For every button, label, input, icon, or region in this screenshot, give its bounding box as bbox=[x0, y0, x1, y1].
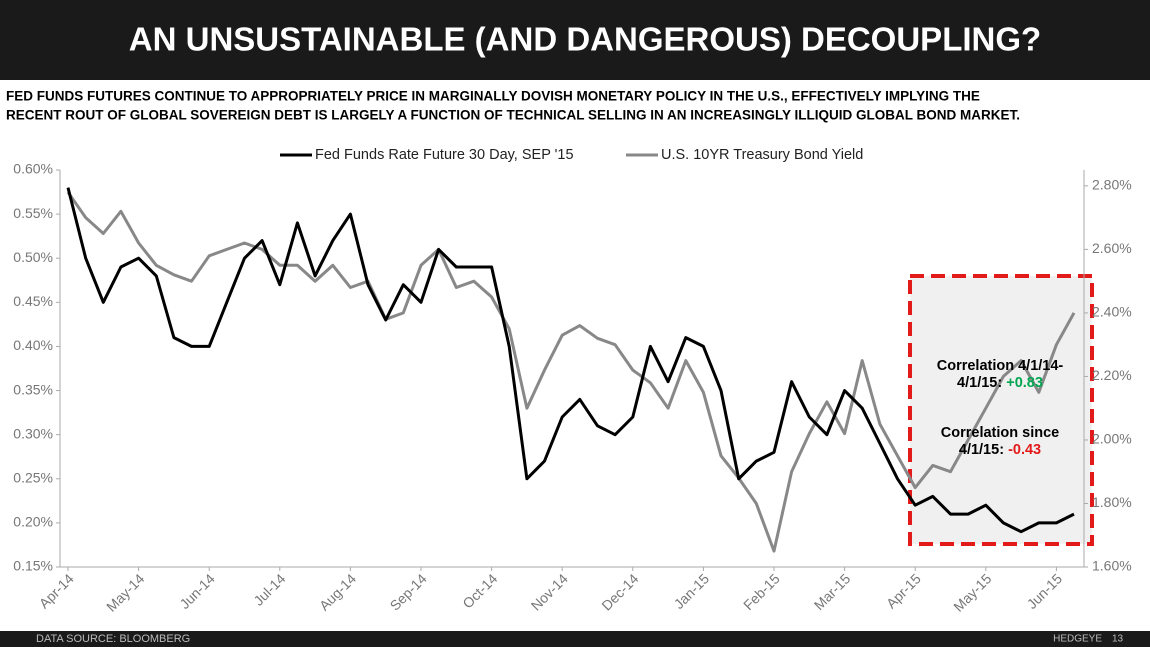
x-tick-label: Feb-15 bbox=[740, 570, 783, 613]
x-tick-label: Apr-14 bbox=[36, 570, 77, 611]
annotation: 4/1/15: -0.43 bbox=[959, 442, 1041, 458]
y-tick-label: 0.60% bbox=[13, 161, 53, 177]
x-tick-label: Apr-15 bbox=[883, 570, 924, 611]
source: DATA SOURCE: BLOOMBERG bbox=[36, 633, 190, 645]
subtitle: FED FUNDS FUTURES CONTINUE TO APPROPRIAT… bbox=[6, 89, 980, 104]
annotation: Correlation since bbox=[941, 425, 1059, 441]
footer-bar bbox=[0, 631, 1150, 647]
annotation-value: +0.83 bbox=[1006, 375, 1043, 391]
x-tick-label: Jan-15 bbox=[671, 570, 713, 612]
title: AN UNSUSTAINABLE (AND DANGEROUS) DECOUPL… bbox=[129, 21, 1041, 58]
legend-label: U.S. 10YR Treasury Bond Yield bbox=[661, 147, 863, 163]
y-tick-label: 0.40% bbox=[13, 337, 53, 353]
y-tick-label: 0.50% bbox=[13, 249, 53, 265]
x-tick-label: Aug-14 bbox=[316, 570, 359, 613]
x-tick-label: May-15 bbox=[950, 570, 994, 614]
legend-label: Fed Funds Rate Future 30 Day, SEP '15 bbox=[315, 147, 574, 163]
x-tick-label: Jul-14 bbox=[250, 570, 288, 608]
annotation: Correlation 4/1/14- bbox=[937, 358, 1064, 374]
y-tick-label: 0.45% bbox=[13, 293, 53, 309]
y2-tick-label: 2.20% bbox=[1092, 367, 1132, 383]
y-tick-label: 0.55% bbox=[13, 205, 53, 221]
series-line bbox=[66, 191, 1076, 553]
y-tick-label: 0.20% bbox=[13, 514, 53, 530]
y2-tick-label: 2.00% bbox=[1092, 431, 1132, 447]
series-line bbox=[66, 187, 1075, 534]
x-tick-label: Dec-14 bbox=[598, 570, 641, 613]
annotation-label: 4/1/15: bbox=[959, 442, 1004, 458]
y2-tick-label: 2.60% bbox=[1092, 240, 1132, 256]
x-tick-label: Mar-15 bbox=[811, 570, 854, 613]
y-tick-label: 0.30% bbox=[13, 425, 53, 441]
x-tick-label: Oct-14 bbox=[459, 570, 500, 611]
page-number: 13 bbox=[1112, 634, 1124, 645]
y-tick-label: 0.15% bbox=[13, 558, 53, 574]
x-tick-label: Nov-14 bbox=[528, 570, 571, 613]
y-tick-label: 0.25% bbox=[13, 469, 53, 485]
annotation: 4/1/15: +0.83 bbox=[957, 375, 1043, 391]
annotation-label: 4/1/15: bbox=[957, 375, 1002, 391]
x-tick-label: Jun-14 bbox=[176, 570, 218, 612]
x-tick-label: May-14 bbox=[103, 570, 147, 614]
highlight-box bbox=[908, 274, 1094, 546]
x-tick-label: Jun-15 bbox=[1024, 570, 1066, 612]
x-tick-label: Sep-14 bbox=[386, 570, 429, 613]
brand: HEDGEYE bbox=[1053, 634, 1102, 645]
y2-tick-label: 1.60% bbox=[1092, 558, 1132, 574]
subtitle: RECENT ROUT OF GLOBAL SOVEREIGN DEBT IS … bbox=[6, 108, 1020, 123]
annotation-value: -0.43 bbox=[1008, 442, 1041, 458]
y2-tick-label: 1.80% bbox=[1092, 494, 1132, 510]
y2-tick-label: 2.80% bbox=[1092, 177, 1132, 193]
header-bar bbox=[0, 0, 1150, 80]
y2-tick-label: 2.40% bbox=[1092, 304, 1132, 320]
y-tick-label: 0.35% bbox=[13, 381, 53, 397]
